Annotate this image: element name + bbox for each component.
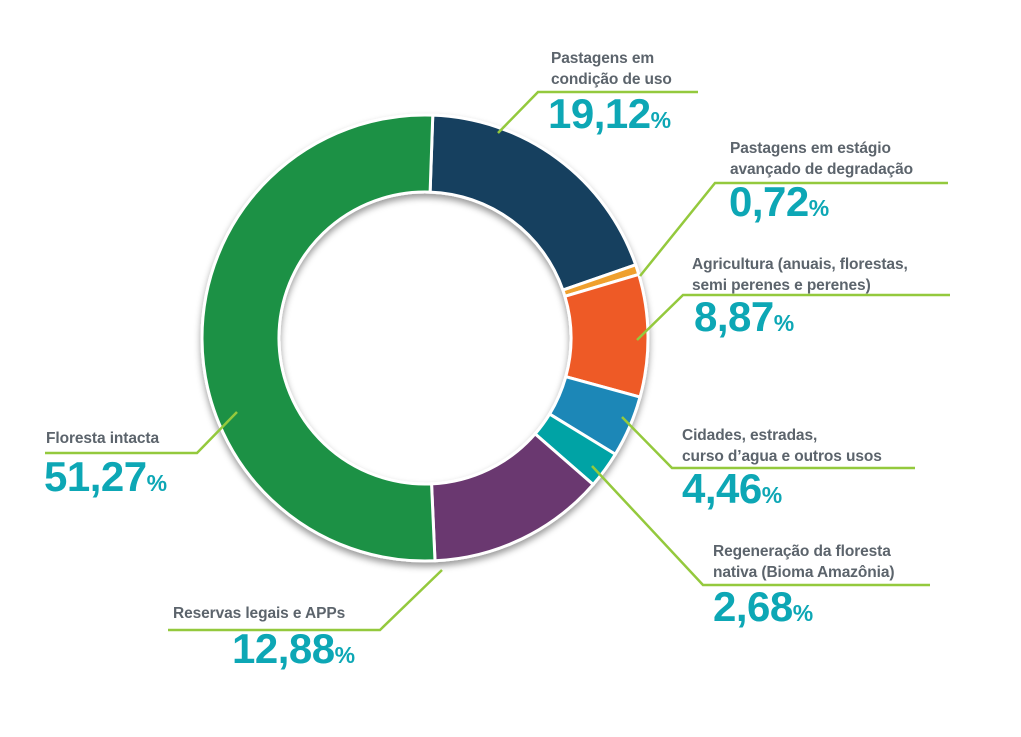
- slice-value-pastagens-degradacao: 0,72%: [729, 181, 829, 223]
- value-number: 51,27: [44, 453, 147, 500]
- slice-value-cidades: 4,46%: [682, 468, 782, 510]
- value-number: 0,72: [729, 178, 809, 225]
- value-number: 19,12: [548, 90, 651, 137]
- value-number: 2,68: [713, 583, 793, 630]
- percent-sign: %: [334, 642, 356, 668]
- donut-slice-6: [200, 113, 437, 563]
- slice-label-pastagens-degradacao: Pastagens em estágio avançado de degrada…: [730, 140, 914, 178]
- leader-line-4: [591, 465, 930, 587]
- slice-label-reservas: Reservas legais e APPs: [173, 605, 346, 622]
- percent-sign: %: [792, 600, 814, 626]
- slice-value-pastagens-uso: 19,12%: [548, 93, 671, 135]
- slice-label-pastagens-uso: Pastagens em condição de uso: [551, 50, 672, 88]
- donut-slice-0: [428, 113, 638, 292]
- leader-line-3: [621, 416, 915, 470]
- donut-slices-group: [200, 113, 650, 563]
- slice-label-regeneracao: Regeneração da floresta nativa (Bioma Am…: [713, 543, 895, 581]
- percent-sign: %: [761, 482, 783, 508]
- slice-value-floresta: 51,27%: [44, 456, 167, 498]
- slice-label-cidades: Cidades, estradas, curso d’agua e outros…: [682, 427, 882, 465]
- slice-value-regeneracao: 2,68%: [713, 586, 813, 628]
- slice-label-floresta: Floresta intacta: [46, 430, 159, 447]
- slice-value-agricultura: 8,87%: [694, 296, 794, 338]
- value-number: 8,87: [694, 293, 774, 340]
- value-number: 12,88: [232, 625, 335, 672]
- leader-line-2: [636, 293, 950, 341]
- leader-line-1: [639, 181, 948, 277]
- percent-sign: %: [808, 195, 830, 221]
- percent-sign: %: [650, 107, 672, 133]
- percent-sign: %: [773, 310, 795, 336]
- leader-line-5: [168, 569, 443, 632]
- percent-sign: %: [146, 470, 168, 496]
- value-number: 4,46: [682, 465, 762, 512]
- leader-line-0: [497, 90, 698, 134]
- leader-lines-group: [45, 90, 950, 632]
- leader-line-6: [45, 411, 238, 455]
- slice-label-agricultura: Agricultura (anuais, florestas, semi per…: [692, 256, 908, 294]
- slice-value-reservas: 12,88%: [232, 628, 355, 670]
